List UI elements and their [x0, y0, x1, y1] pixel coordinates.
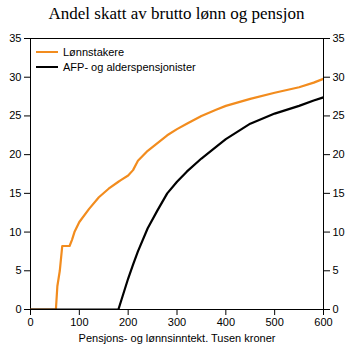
svg-text:20: 20	[9, 148, 21, 160]
svg-text:Pensjons- og lønnsinntekt. Tus: Pensjons- og lønnsinntekt. Tusen kroner	[79, 332, 276, 344]
svg-text:0: 0	[333, 303, 339, 315]
svg-text:15: 15	[9, 187, 21, 199]
svg-text:500: 500	[265, 316, 283, 328]
html-text:Lønnstakere: Lønnstakere	[63, 45, 125, 58]
svg-text:25: 25	[333, 109, 345, 121]
svg-text:0: 0	[27, 316, 33, 328]
svg-text:600: 600	[314, 316, 332, 328]
svg-text:15: 15	[333, 187, 345, 199]
svg-text:200: 200	[119, 316, 137, 328]
svg-text:5: 5	[333, 264, 339, 276]
svg-text:30: 30	[333, 71, 345, 83]
svg-text:25: 25	[9, 109, 21, 121]
svg-text:20: 20	[333, 148, 345, 160]
svg-text:0: 0	[15, 303, 21, 315]
html-text:Andel skatt av brutto lønn og: Andel skatt av brutto lønn og pensjon	[48, 4, 305, 23]
svg-text:35: 35	[333, 32, 345, 44]
svg-text:300: 300	[168, 316, 186, 328]
svg-text:400: 400	[217, 316, 235, 328]
html-text:AFP- og alderspensjonister: AFP- og alderspensjonister	[63, 60, 196, 73]
svg-text:10: 10	[9, 226, 21, 238]
svg-text:5: 5	[15, 264, 21, 276]
svg-text:100: 100	[70, 316, 88, 328]
svg-text:30: 30	[9, 71, 21, 83]
svg-text:10: 10	[333, 226, 345, 238]
svg-text:35: 35	[9, 32, 21, 44]
